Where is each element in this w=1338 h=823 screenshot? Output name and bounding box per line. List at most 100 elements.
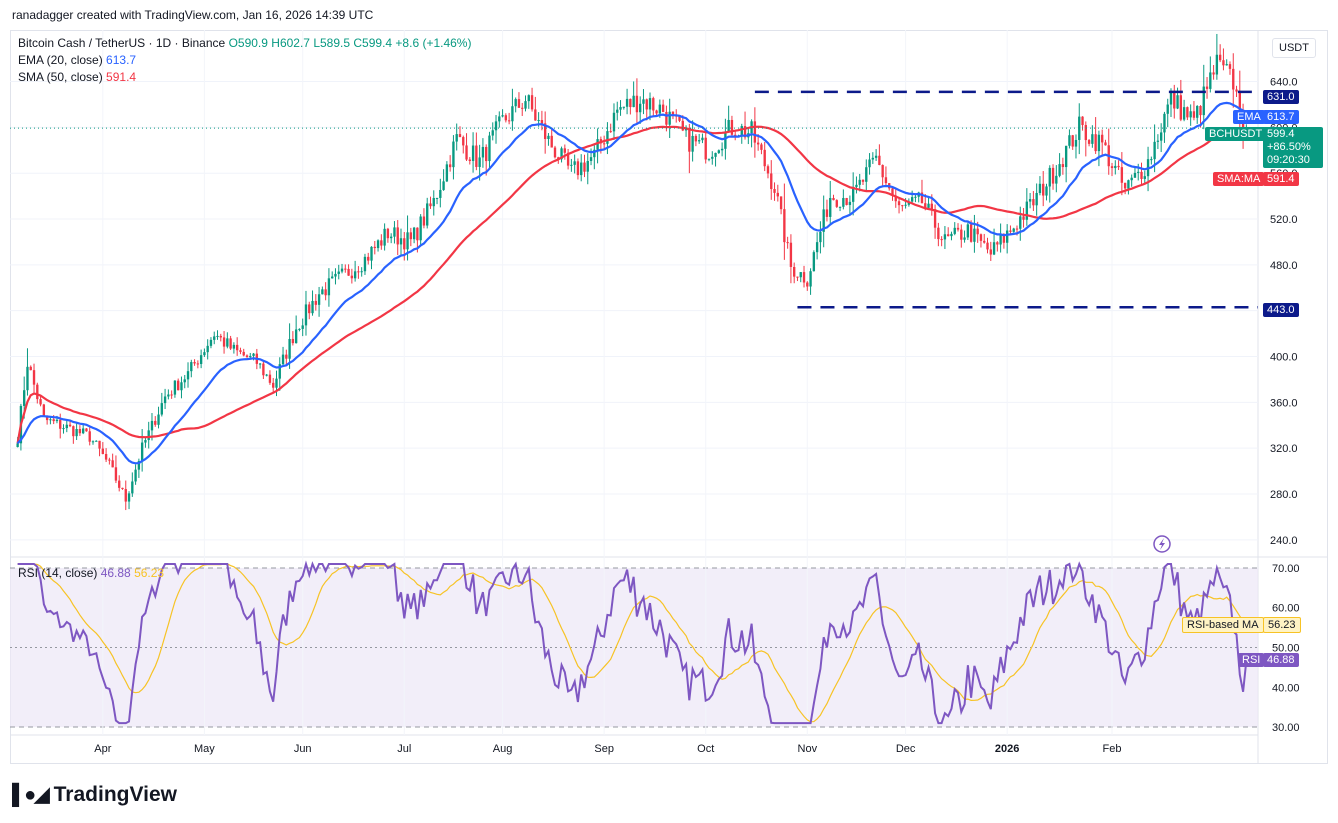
candle-body	[665, 111, 668, 125]
candle-body	[183, 379, 186, 383]
candle-body	[550, 135, 553, 148]
candle-body	[72, 426, 75, 437]
candle-body	[393, 227, 396, 237]
candle-body	[108, 459, 111, 461]
candle-body	[894, 195, 897, 202]
candle-body	[1071, 135, 1074, 147]
candle-body	[727, 119, 730, 132]
candle-body	[714, 152, 717, 157]
candle-body	[452, 141, 455, 168]
tradingview-logo[interactable]: ▌●◢ TradingView	[12, 782, 177, 807]
candle-body	[245, 355, 249, 358]
time-tick-label: Oct	[697, 743, 714, 755]
candle-body	[924, 203, 927, 208]
candle-body	[789, 242, 793, 267]
candle-body	[39, 399, 42, 405]
rsi-tick-label: 50.00	[1272, 643, 1300, 655]
price-change-pct: +86.50%	[1267, 141, 1311, 153]
candle-body	[740, 126, 743, 137]
candle-body	[226, 338, 229, 347]
candle-body	[625, 98, 629, 107]
candle-body	[304, 304, 308, 326]
candle-body	[1094, 134, 1097, 152]
candle-body	[429, 203, 432, 207]
candle-body	[137, 461, 141, 470]
candle-body	[1084, 125, 1087, 141]
sma-50-line	[16, 125, 1247, 444]
candle-body	[1114, 165, 1117, 169]
candle-body	[838, 206, 842, 208]
legend-sma-label: SMA (50, close)	[18, 70, 103, 84]
candle-body	[851, 186, 855, 202]
candle-body	[858, 179, 861, 185]
candle-body	[173, 380, 177, 395]
chart-credit: ranadagger created with TradingView.com,…	[12, 8, 374, 22]
candle-body	[363, 256, 367, 272]
candle-body	[770, 173, 773, 190]
candle-body	[422, 216, 426, 226]
candle-body	[1215, 54, 1219, 75]
candle-body	[596, 139, 599, 150]
time-tick-label: Apr	[94, 743, 111, 755]
candle-body	[353, 271, 357, 279]
candle-body	[235, 344, 239, 351]
candle-body	[914, 196, 917, 198]
candle-body	[1192, 111, 1196, 118]
candle-body	[1235, 89, 1238, 92]
candle-body	[1091, 134, 1094, 144]
candle-body	[1058, 164, 1061, 176]
candle-body	[897, 201, 901, 206]
candle-body	[1225, 64, 1228, 66]
candle-body	[327, 278, 331, 296]
candle-body	[593, 149, 596, 158]
candle-body	[966, 224, 970, 238]
price-tag: 599.4 +86.50% 09:20:30	[1263, 127, 1323, 168]
candle-body	[416, 227, 419, 241]
candle-body	[576, 161, 580, 176]
candle-body	[239, 350, 242, 352]
candle-body	[308, 304, 311, 314]
candle-body	[829, 197, 832, 217]
candle-body	[773, 189, 776, 193]
price-tick-label: 360.0	[1270, 397, 1298, 409]
legend-close: C599.4	[353, 36, 393, 50]
candle-body	[956, 227, 960, 230]
candle-body	[524, 101, 527, 109]
candle-body	[409, 232, 413, 240]
candle-body	[691, 135, 694, 152]
candle-body	[547, 135, 550, 139]
candle-body	[216, 335, 219, 337]
candle-body	[648, 98, 652, 110]
candle-body	[865, 167, 868, 182]
candle-body	[609, 131, 612, 133]
candle-body	[91, 441, 95, 443]
legend-rsi-ma-value: 56.23	[134, 566, 165, 580]
candle-body	[799, 272, 802, 278]
resistance-tag: 631.0	[1263, 90, 1299, 104]
candle-body	[1228, 64, 1232, 69]
candle-body	[1097, 134, 1101, 152]
candle-body	[963, 237, 966, 240]
alert-lightning-icon[interactable]	[1153, 535, 1171, 553]
candle-body	[1048, 167, 1051, 187]
candle-body	[95, 440, 98, 442]
currency-button[interactable]: USDT	[1272, 38, 1316, 58]
candle-body	[655, 110, 658, 114]
candle-body	[1150, 159, 1153, 161]
time-tick-label: Sep	[594, 743, 614, 755]
candle-body	[337, 271, 340, 274]
candle-body	[540, 120, 544, 124]
candle-body	[127, 493, 131, 502]
candle-body	[534, 109, 537, 121]
rsi-ma-name-tag: RSI-based MA	[1182, 617, 1264, 633]
candle-body	[101, 448, 105, 454]
candle-body	[530, 95, 534, 110]
candle-body	[711, 156, 714, 159]
rsi-line	[17, 560, 1248, 725]
candle-body	[1005, 230, 1009, 243]
candle-body	[265, 374, 268, 376]
time-tick-label: Jul	[397, 743, 411, 755]
candle-body	[386, 228, 390, 239]
candle-body	[1179, 95, 1183, 120]
